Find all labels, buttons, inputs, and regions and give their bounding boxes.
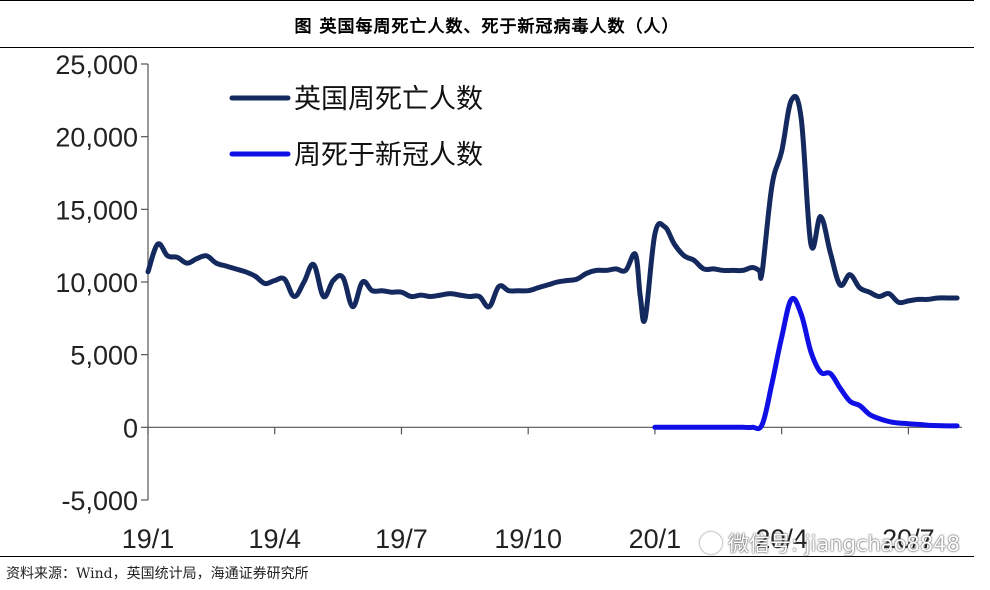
y-tick-label: -5,000 — [61, 486, 138, 516]
y-tick-label: 0 — [123, 413, 138, 443]
series-line-covid-weekly-deaths — [652, 295, 960, 432]
x-tick-label: 19/4 — [248, 524, 301, 554]
y-tick-label: 10,000 — [55, 268, 138, 298]
x-tick-label: 20/1 — [629, 524, 682, 554]
legend-label: 周死于新冠人数 — [294, 140, 483, 171]
y-axis-ticks: -5,000 0 5,000 10,000 15,000 20,000 25,000 — [55, 50, 148, 516]
y-tick-label: 25,000 — [55, 50, 138, 80]
watermark-text: 微信号: jiangchao8848 — [728, 532, 960, 556]
chart-title: 图 英国每周死亡人数、死于新冠病毒人数（人） — [294, 17, 680, 37]
chart-series — [145, 93, 960, 432]
bottom-rule — [0, 556, 974, 557]
x-tick-label: 19/1 — [122, 524, 175, 554]
top-rule — [0, 0, 974, 1]
wechat-icon — [700, 532, 722, 554]
y-tick-label: 15,000 — [55, 195, 138, 225]
x-tick-label: 19/10 — [494, 524, 562, 554]
series-line-uk-weekly-deaths — [145, 93, 960, 324]
x-axis-ticks: 19/1 19/4 19/7 19/10 20/1 20/4 20/7 — [122, 427, 935, 554]
watermark: 微信号: jiangchao8848 — [700, 528, 960, 558]
x-tick-label: 20/7 — [882, 524, 935, 554]
chart-canvas: -5,000 0 5,000 10,000 15,000 20,000 25,000 19/… — [55, 50, 962, 554]
y-tick-label: 5,000 — [70, 341, 138, 371]
source-note: 资料来源：Wind，英国统计局，海通证券研究所 — [6, 566, 309, 582]
x-tick-label: 20/4 — [755, 524, 808, 554]
legend-label: 英国周死亡人数 — [294, 84, 483, 115]
y-tick-label: 20,000 — [55, 123, 138, 153]
x-tick-label: 19/7 — [375, 524, 428, 554]
header-rule — [0, 47, 974, 48]
